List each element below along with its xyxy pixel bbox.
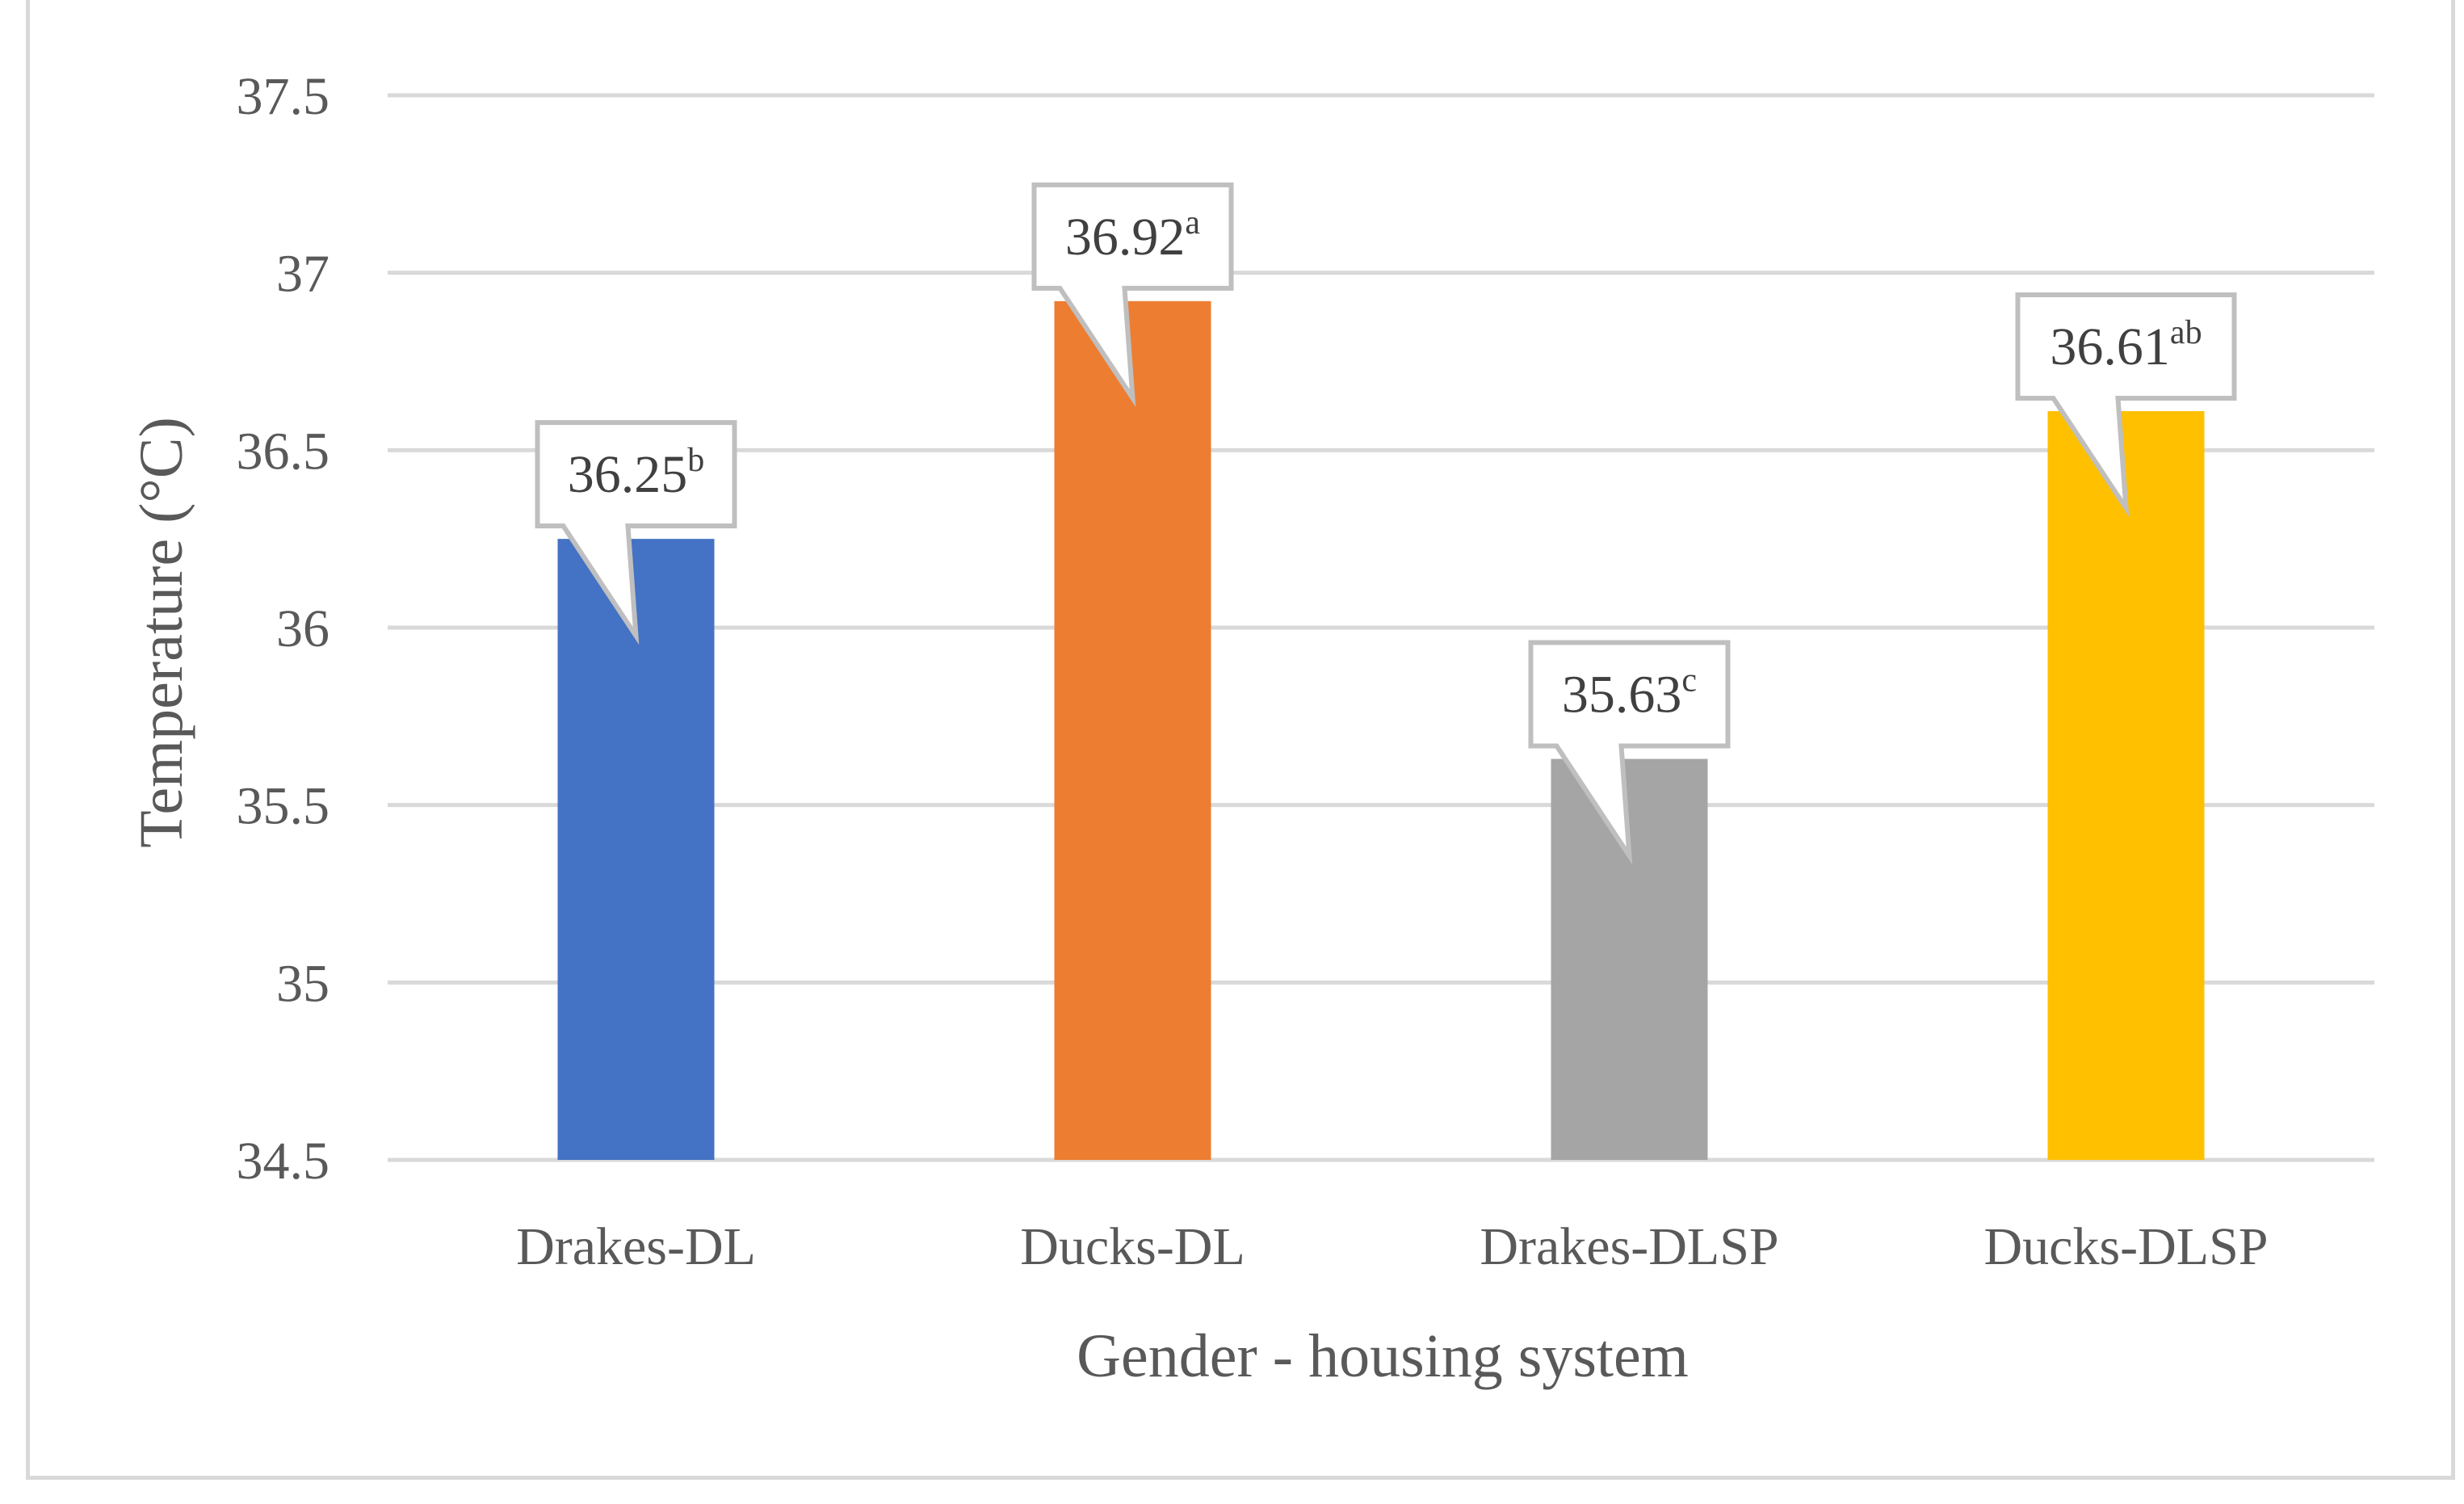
x-tick-label: Drakes-DL	[516, 1217, 756, 1276]
data-label-callout	[1031, 182, 1234, 408]
x-tick-label: Ducks-DL	[1020, 1217, 1245, 1276]
y-tick-label: 35	[276, 954, 330, 1013]
data-label-callout	[1528, 640, 1731, 865]
bar	[1551, 758, 1708, 1160]
x-axis-ticks: Drakes-DL Ducks-DL Drakes-DLSP Ducks-DLSP	[516, 1217, 2268, 1276]
bar	[1054, 300, 1211, 1160]
y-tick-label: 37.5	[237, 67, 330, 126]
y-tick-label: 37	[276, 245, 330, 304]
y-tick-label: 35.5	[237, 777, 330, 836]
x-tick-label: Drakes-DLSP	[1480, 1217, 1778, 1276]
x-axis-title: Gender - housing system	[1077, 1322, 1689, 1390]
y-tick-label: 36	[276, 599, 330, 658]
data-label: 36.25b	[568, 442, 705, 504]
y-axis-ticks: 34.5 35 35.5 36 36.5 37 37.5	[237, 67, 330, 1191]
data-label: 36.61ab	[2050, 314, 2202, 376]
data-label-callouts: 36.25b 36.92a 35.63c 36.61ab	[535, 182, 2237, 865]
y-axis-title: Temperature (°C)	[128, 417, 195, 848]
data-label: 35.63c	[1562, 662, 1697, 725]
bar	[2047, 411, 2205, 1160]
gridlines	[388, 93, 2374, 1162]
data-label: 36.92a	[1065, 204, 1201, 267]
data-label-callout	[2015, 292, 2237, 518]
data-label-callout	[535, 420, 737, 645]
x-tick-label: Ducks-DLSP	[1983, 1217, 2268, 1276]
y-tick-label: 36.5	[237, 422, 330, 481]
y-tick-label: 34.5	[237, 1132, 330, 1191]
bar	[557, 539, 715, 1160]
bars	[557, 300, 2205, 1160]
